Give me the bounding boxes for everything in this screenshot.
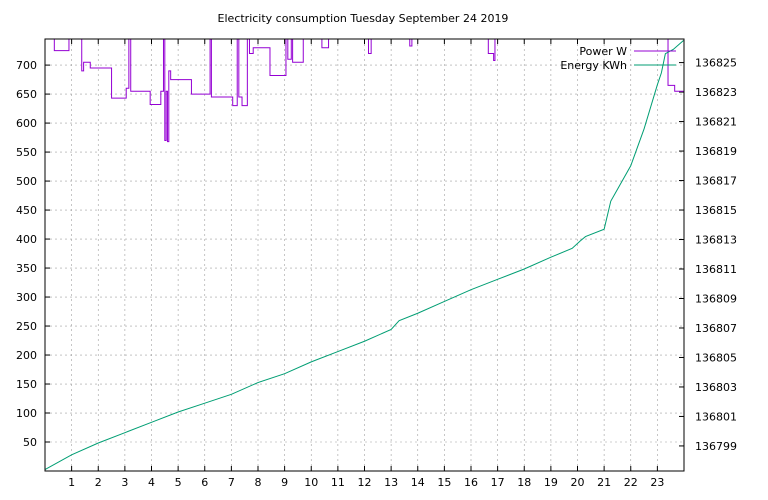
- y-left-tick-label: 350: [16, 262, 37, 275]
- y-left-tick-label: 650: [16, 88, 37, 101]
- y-right-tick-label: 136823: [695, 86, 737, 99]
- x-tick-label: 15: [437, 476, 451, 489]
- x-tick-label: 2: [95, 476, 102, 489]
- grid-layer: [45, 39, 684, 471]
- y-left-tick-label: 600: [16, 117, 37, 130]
- y-right-tick-label: 136815: [695, 204, 737, 217]
- axis-labels: 1 2 3 4 5 6 7 8 9 10 11 12 13 14 15 16 17 18 19 20 21 22 23501…: [16, 57, 737, 489]
- y-right-tick-label: 136801: [695, 410, 737, 423]
- y-left-tick-label: 200: [16, 349, 37, 362]
- y-right-tick-label: 136809: [695, 292, 737, 305]
- y-left-tick-label: 400: [16, 233, 37, 246]
- y-right-tick-label: 136807: [695, 322, 737, 335]
- x-tick-label: 18: [517, 476, 531, 489]
- y-right-tick-label: 136805: [695, 351, 737, 364]
- y-right-tick-label: 136825: [695, 57, 737, 70]
- y-right-tick-label: 136813: [695, 234, 737, 247]
- y-left-tick-label: 450: [16, 204, 37, 217]
- y-left-tick-label: 100: [16, 407, 37, 420]
- y-right-tick-label: 136803: [695, 381, 737, 394]
- x-tick-label: 19: [544, 476, 558, 489]
- x-tick-label: 16: [464, 476, 478, 489]
- x-tick-label: 9: [281, 476, 288, 489]
- y-right-tick-label: 136799: [695, 440, 737, 453]
- legend: Power W Energy KWh: [560, 45, 676, 72]
- x-tick-label: 12: [358, 476, 372, 489]
- x-tick-label: 3: [121, 476, 128, 489]
- y-right-tick-label: 136819: [695, 145, 737, 158]
- y-left-tick-label: 300: [16, 291, 37, 304]
- x-tick-label: 4: [148, 476, 155, 489]
- x-tick-label: 10: [304, 476, 318, 489]
- x-tick-label: 23: [650, 476, 664, 489]
- x-tick-label: 20: [571, 476, 585, 489]
- x-tick-label: 14: [411, 476, 425, 489]
- legend-label-power: Power W: [579, 45, 627, 58]
- y-left-tick-label: 50: [23, 436, 37, 449]
- x-tick-label: 17: [491, 476, 505, 489]
- x-tick-label: 21: [597, 476, 611, 489]
- x-tick-label: 8: [255, 476, 262, 489]
- legend-label-energy: Energy KWh: [560, 59, 627, 72]
- x-tick-label: 7: [228, 476, 235, 489]
- y-right-tick-label: 136811: [695, 263, 737, 276]
- plot-frame: [44, 38, 685, 472]
- x-tick-label: 11: [331, 476, 345, 489]
- y-left-tick-label: 550: [16, 146, 37, 159]
- y-left-tick-label: 250: [16, 320, 37, 333]
- y-right-tick-label: 136821: [695, 116, 737, 129]
- x-tick-label: 6: [201, 476, 208, 489]
- x-tick-label: 13: [384, 476, 398, 489]
- series-line-energy: [44, 40, 684, 470]
- x-tick-label: 1: [68, 476, 75, 489]
- x-tick-label: 22: [624, 476, 638, 489]
- x-tick-label: 5: [175, 476, 182, 489]
- y-left-tick-label: 150: [16, 378, 37, 391]
- y-left-tick-label: 700: [16, 59, 37, 72]
- y-left-tick-label: 500: [16, 175, 37, 188]
- y-right-tick-label: 136817: [695, 175, 737, 188]
- chart-title: Electricity consumption Tuesday Septembe…: [218, 12, 509, 25]
